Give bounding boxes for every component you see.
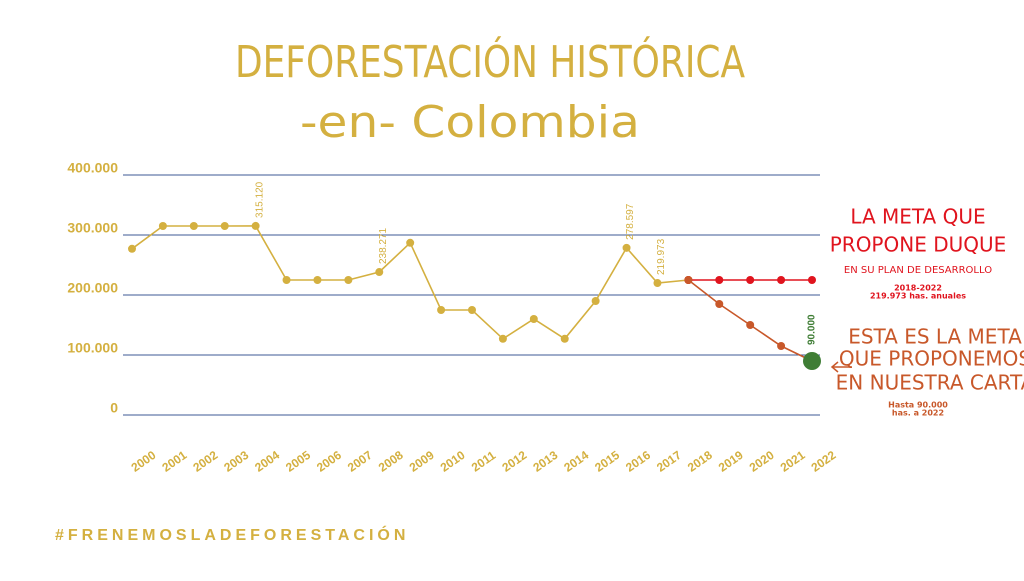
x-tick-label: 2006 bbox=[314, 448, 344, 475]
x-tick-label: 2019 bbox=[716, 448, 746, 475]
point bbox=[653, 279, 662, 288]
highlight-point bbox=[803, 352, 821, 370]
y-tick-label: 100.000 bbox=[67, 340, 118, 356]
point bbox=[344, 276, 353, 284]
series-line bbox=[687, 279, 813, 362]
point bbox=[437, 306, 446, 314]
x-tick-label: 2000 bbox=[129, 448, 159, 475]
x-tick-label: 2012 bbox=[499, 448, 529, 475]
x-tick-label: 2015 bbox=[592, 448, 622, 475]
x-tick-label: 2007 bbox=[345, 448, 375, 475]
x-tick-label: 2017 bbox=[654, 448, 684, 475]
x-tick-label: 2003 bbox=[221, 448, 251, 475]
x-tick-label: 2010 bbox=[438, 448, 468, 475]
x-tick-label: 2018 bbox=[685, 448, 715, 475]
x-tick-label: 2021 bbox=[778, 448, 808, 475]
point bbox=[808, 276, 816, 284]
annotation: QUE PROPONEMOS bbox=[839, 347, 1024, 371]
x-tick-label: 2011 bbox=[469, 448, 499, 475]
point bbox=[498, 334, 507, 343]
point bbox=[375, 268, 384, 277]
x-tick-label: 2005 bbox=[283, 448, 313, 475]
point bbox=[746, 321, 755, 329]
hashtag: #FRENEMOSLADEFORESTACIÓN bbox=[55, 525, 409, 544]
point bbox=[251, 221, 260, 230]
x-tick-label: 2004 bbox=[252, 448, 282, 475]
data-label: 90.000 bbox=[807, 314, 818, 345]
x-tick-label: 2002 bbox=[190, 448, 220, 475]
point bbox=[128, 244, 136, 253]
annotation: 219.973 has. anuales bbox=[870, 292, 966, 301]
point bbox=[220, 222, 229, 230]
x-tick-label: 2020 bbox=[747, 448, 777, 475]
annotation: has. a 2022 bbox=[892, 409, 944, 418]
data-label: 315.120 bbox=[254, 181, 265, 218]
data-label: 278.597 bbox=[625, 203, 636, 240]
point bbox=[746, 276, 755, 284]
point bbox=[684, 276, 693, 284]
point bbox=[715, 276, 724, 284]
point bbox=[777, 342, 786, 350]
chart-title: DEFORESTACIÓN HISTÓRICA bbox=[235, 35, 745, 88]
point bbox=[622, 243, 631, 252]
point bbox=[777, 276, 786, 284]
point bbox=[406, 238, 415, 247]
x-tick-label: 2014 bbox=[561, 448, 591, 475]
annotation: 2018-2022 bbox=[894, 284, 942, 293]
x-tick-label: 2016 bbox=[623, 448, 653, 475]
point bbox=[158, 222, 167, 230]
annotation: Hasta 90.000 bbox=[888, 401, 948, 410]
y-tick-label: 0 bbox=[110, 400, 118, 416]
annotation: EN SU PLAN DE DESARROLLO bbox=[844, 265, 992, 276]
x-tick-label: 2022 bbox=[809, 448, 839, 475]
x-tick-label: 2009 bbox=[407, 448, 437, 475]
point bbox=[560, 334, 569, 343]
arrow bbox=[830, 361, 852, 373]
x-tick-label: 2013 bbox=[530, 448, 560, 475]
annotation: EN NUESTRA CARTA bbox=[836, 371, 1024, 395]
annotation: ESTA ES LA META bbox=[848, 325, 1022, 349]
point bbox=[282, 276, 291, 284]
y-tick-label: 400.000 bbox=[67, 160, 118, 176]
point bbox=[715, 300, 724, 308]
point bbox=[468, 306, 476, 314]
annotation: PROPONE DUQUE bbox=[830, 233, 1007, 257]
x-tick-label: 2001 bbox=[159, 448, 189, 475]
y-tick-label: 200.000 bbox=[67, 280, 118, 296]
y-tick-label: 300.000 bbox=[67, 220, 118, 236]
data-label: 219.973 bbox=[656, 238, 667, 275]
chart-subtitle: -en- Colombia bbox=[300, 97, 640, 148]
x-tick-label: 2008 bbox=[376, 448, 406, 475]
point bbox=[189, 222, 198, 230]
data-label: 238.271 bbox=[378, 227, 389, 264]
annotation: LA META QUE bbox=[850, 205, 985, 229]
point bbox=[313, 276, 322, 284]
point bbox=[529, 315, 538, 323]
point bbox=[591, 297, 600, 305]
